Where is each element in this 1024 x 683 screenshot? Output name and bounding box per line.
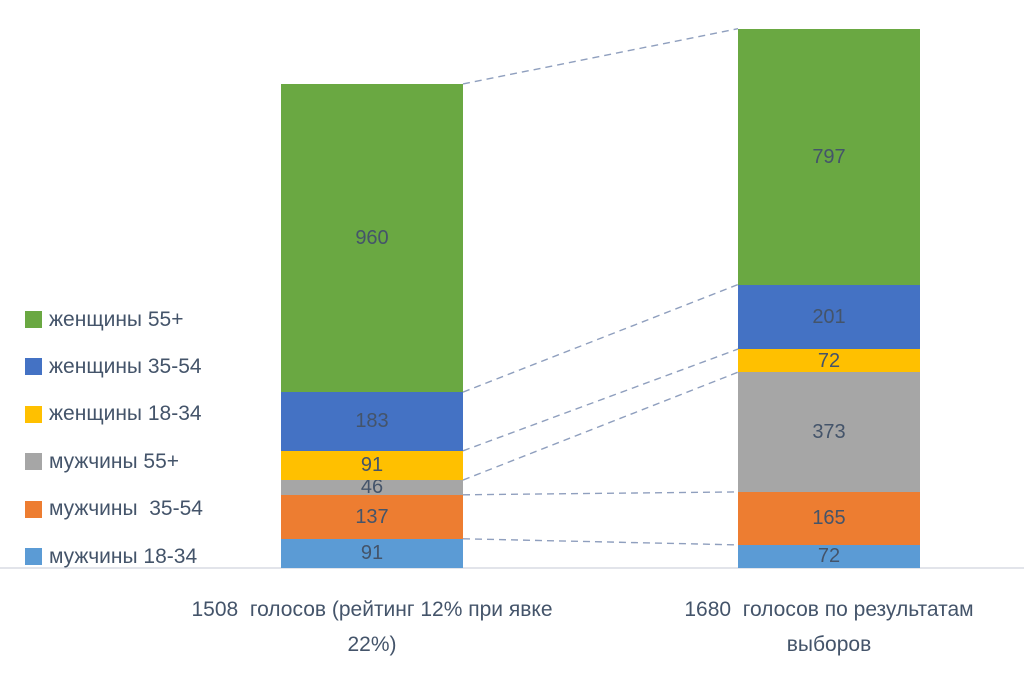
bar-segment-женщины-35-54 (281, 392, 463, 451)
data-label: 797 (812, 145, 846, 168)
legend-label: мужчины 35-54 (49, 497, 203, 521)
bar-segment-женщины-18-34 (281, 450, 463, 481)
legend-swatch (25, 548, 42, 565)
data-label: 201 (812, 305, 846, 328)
x-axis-line (0, 567, 1024, 569)
category-label: 1680 голосов по результатам выборов (569, 592, 1024, 662)
bar-segment-женщины-35-54 (738, 284, 920, 350)
bar-segment-мужчины-55+ (281, 480, 463, 495)
legend-swatch (25, 405, 42, 423)
data-label: 72 (817, 545, 841, 568)
connector-line (462, 283, 739, 393)
legend-item: мужчины 35-54 (25, 496, 203, 522)
legend-label: мужчины 18-34 (49, 544, 198, 568)
legend-label: женщины 18-34 (49, 402, 202, 426)
bar-segment-женщины-55+ (281, 83, 463, 393)
data-label: 960 (355, 227, 389, 249)
legend-label: женщины 55+ (49, 307, 184, 331)
data-label: 373 (812, 421, 846, 444)
category-label: 1508 голосов (рейтинг 12% при явке 22%) (112, 592, 632, 662)
connector-line (462, 538, 739, 546)
bar-segment-мужчины-55+ (738, 372, 920, 492)
data-label: 137 (355, 505, 389, 528)
bar-segment-мужчины-35-54 (281, 494, 463, 539)
legend-item: мужчины 55+ (25, 449, 179, 475)
connector-line (462, 491, 739, 496)
legend-swatch (25, 358, 42, 376)
connector-line (462, 348, 739, 452)
connector-line (462, 28, 739, 85)
connector-line (462, 371, 739, 481)
category-label-line: 1680 голосов по результатам (684, 598, 974, 621)
data-label: 91 (360, 542, 384, 565)
legend-label: женщины 35-54 (49, 354, 202, 378)
data-label: 165 (812, 507, 846, 530)
category-label-line: выборов (786, 633, 872, 656)
legend-item: женщины 35-54 (25, 354, 202, 380)
data-label: 91 (360, 454, 384, 477)
legend-item: женщины 55+ (25, 307, 183, 333)
legend-swatch (25, 453, 42, 471)
legend-swatch (25, 500, 42, 518)
category-label-line: 1508 голосов (рейтинг 12% при явке (191, 598, 553, 621)
data-label: 183 (355, 410, 389, 433)
legend-swatch (25, 311, 42, 328)
bar-segment-мужчины-18-34 (281, 538, 463, 568)
legend-label: мужчины 55+ (49, 449, 180, 473)
category-label-line: 22%) (347, 633, 397, 656)
legend-item: женщины 18-34 (25, 401, 202, 427)
bar-segment-женщины-55+ (738, 28, 920, 285)
legend-item: мужчины 18-34 (25, 544, 197, 570)
bar-segment-женщины-18-34 (738, 349, 920, 373)
bar-segment-мужчины-35-54 (738, 491, 920, 545)
data-label: 72 (817, 349, 841, 372)
bar-segment-мужчины-18-34 (738, 544, 920, 568)
data-label: 46 (360, 476, 384, 499)
